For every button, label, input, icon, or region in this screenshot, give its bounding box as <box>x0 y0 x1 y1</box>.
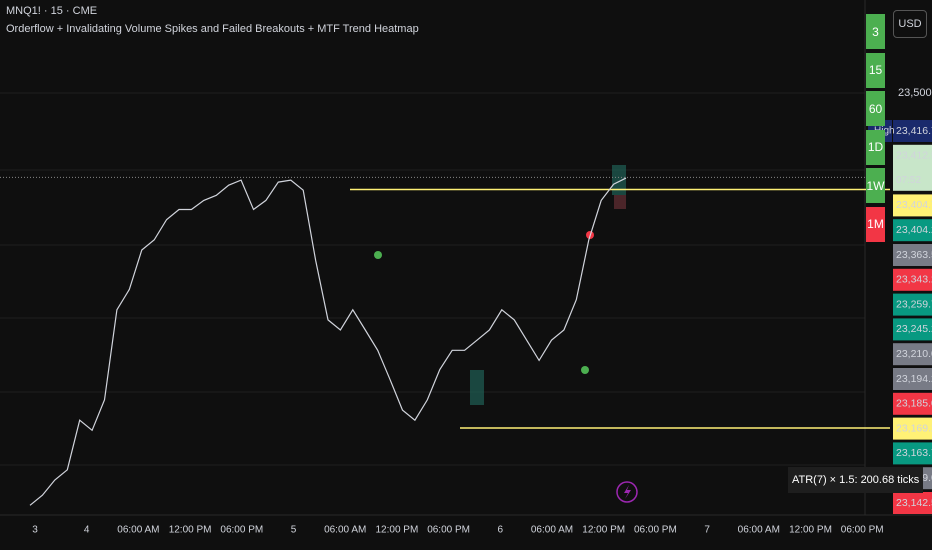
time-label: 12:00 PM <box>582 525 625 536</box>
price-label: 23,210.00 <box>896 348 932 360</box>
symbol-title: MNQ1! · 15 · CME <box>6 5 98 17</box>
time-label: 06:00 AM <box>531 525 573 536</box>
time-label: 06:00 PM <box>841 525 884 536</box>
time-label: 06:00 AM <box>738 525 780 536</box>
price-label: 23,363.50 <box>896 249 932 261</box>
price-label: 23,259.75 <box>896 298 932 310</box>
event-icon <box>616 481 638 503</box>
price-label: 23,416.75 <box>896 125 932 137</box>
currency-button[interactable]: USD <box>893 10 927 38</box>
heatmap-cell: 1D <box>866 129 885 165</box>
price-label: 23,163.75 <box>896 447 932 459</box>
zone-box <box>470 370 484 405</box>
price-label: 23,404.25 <box>896 224 932 236</box>
price-tag <box>893 244 932 266</box>
time-label: 06:00 AM <box>117 525 159 536</box>
time-label: 06:00 AM <box>324 525 366 536</box>
time-label: 4 <box>84 525 90 536</box>
price-label: 23,500.00 <box>898 87 932 99</box>
heatmap-cell: 1W <box>866 168 885 203</box>
signal-dot <box>581 366 589 374</box>
price-tag <box>893 144 932 191</box>
price-tag <box>893 120 932 142</box>
time-label: 3 <box>32 525 38 536</box>
time-label: 12:00 PM <box>789 525 832 536</box>
price-label: 23,169.25 <box>896 422 932 434</box>
price-tag <box>893 268 932 291</box>
price-label: 23,412.50 <box>896 150 932 162</box>
indicator-title: Orderflow + Invalidating Volume Spikes a… <box>6 23 419 35</box>
price-tag <box>893 417 932 440</box>
heatmap-cell: 3 <box>866 14 885 49</box>
price-tag <box>893 219 932 242</box>
price-tag <box>893 194 932 217</box>
price-label: 23,404.75 <box>896 199 932 211</box>
zone-box <box>612 165 626 195</box>
time-label: 06:00 PM <box>634 525 677 536</box>
price-tag <box>893 293 932 316</box>
price-tag <box>893 368 932 390</box>
heatmap-cell: 15 <box>866 52 885 88</box>
price-label: 23,142.50 <box>896 497 932 509</box>
time-label: 12:00 PM <box>375 525 418 536</box>
event-icon <box>624 485 631 499</box>
price-label: 23,194.25 <box>896 373 932 385</box>
grid <box>0 92 865 466</box>
price-tag <box>893 318 932 341</box>
zone-box <box>614 195 626 209</box>
price-tag <box>893 442 932 465</box>
time-label: 12:00 PM <box>169 525 212 536</box>
price-tag <box>893 392 932 415</box>
signal-dot <box>374 251 382 259</box>
time-label: 5 <box>291 525 297 536</box>
time-label: 6 <box>498 525 504 536</box>
price-label: 23,245.25 <box>896 323 932 335</box>
heatmap-cell: 1M <box>866 206 885 242</box>
price-line <box>29 177 627 506</box>
heatmap-cell: 60 <box>866 91 885 126</box>
atr-label: ATR(7) × 1.5: 200.68 ticks <box>788 467 924 493</box>
price-tag <box>893 492 932 514</box>
time-label: 7 <box>704 525 710 536</box>
price-label: 23,343.25 <box>896 274 932 286</box>
time-label: 06:00 PM <box>220 525 263 536</box>
price-tag <box>893 343 932 366</box>
price-label: 23,185.00 <box>896 398 932 410</box>
countdown: 07:52 <box>896 175 921 186</box>
time-label: 06:00 PM <box>427 525 470 536</box>
